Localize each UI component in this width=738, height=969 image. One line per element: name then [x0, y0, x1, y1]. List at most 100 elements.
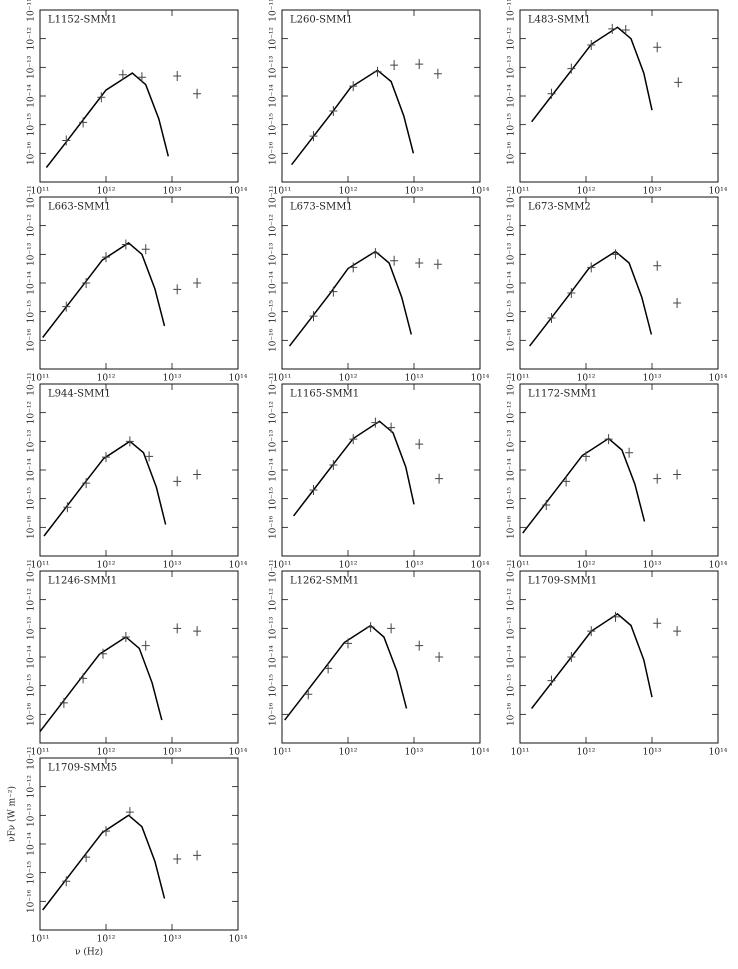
x-tick-label: 10¹¹ [31, 935, 50, 945]
data-point [582, 451, 590, 462]
x-tick-label: 10¹¹ [273, 561, 292, 571]
x-tick-label: 10¹¹ [31, 748, 50, 758]
x-tick-label: 10¹⁴ [229, 748, 248, 758]
x-tick-label: 10¹³ [643, 561, 662, 571]
x-tick-label: 10¹² [97, 748, 116, 758]
y-tick-label: 10⁻¹⁴ [269, 271, 279, 295]
plot-frame [519, 383, 719, 557]
panel-title: L673-SMM2 [528, 202, 591, 213]
data-point [121, 239, 130, 250]
x-tick-label: 10¹² [339, 748, 358, 758]
x-tick-label: 10¹² [97, 561, 116, 571]
y-tick-label: 10⁻¹¹ [507, 559, 517, 582]
y-tick-label: 10⁻¹² [27, 588, 37, 612]
x-tick-label: 10¹¹ [31, 187, 50, 197]
data-point [102, 252, 110, 263]
data-point [371, 248, 380, 259]
data-point [309, 131, 318, 142]
y-tick-label: 10⁻¹¹ [269, 185, 279, 208]
data-point [608, 23, 617, 34]
data-point [324, 663, 333, 674]
x-tick-label: 10¹³ [405, 561, 424, 571]
data-point [329, 105, 338, 116]
model-curve [531, 612, 653, 709]
y-tick-label: 10⁻¹² [27, 775, 37, 799]
data-point [145, 451, 154, 462]
data-point [59, 697, 68, 708]
y-tick-label: 10⁻¹³ [27, 429, 37, 453]
data-point [433, 68, 442, 79]
y-tick-label: 10⁻¹² [269, 27, 279, 51]
panel-title: L1246-SMM1 [48, 576, 117, 587]
x-tick-label: 10¹³ [405, 187, 424, 197]
y-tick-label: 10⁻¹⁶ [27, 702, 37, 726]
model-curve [288, 250, 413, 347]
data-point [673, 469, 682, 480]
x-tick-label: 10¹⁴ [229, 561, 248, 571]
x-tick-label: 10¹³ [643, 187, 662, 197]
x-tick-label: 10¹¹ [273, 374, 292, 384]
data-point [587, 626, 596, 637]
y-tick-label: 10⁻¹² [269, 214, 279, 238]
y-tick-label: 10⁻¹² [269, 588, 279, 612]
data-point [415, 640, 424, 651]
data-point [611, 611, 620, 622]
y-tick-label: 10⁻¹⁶ [269, 141, 279, 165]
panel-title: L1152-SMM1 [48, 15, 117, 26]
x-tick-label: 10¹² [339, 561, 358, 571]
y-tick-label: 10⁻¹³ [507, 242, 517, 266]
data-point [567, 63, 576, 74]
model-curve [531, 26, 653, 123]
y-tick-label: 10⁻¹⁴ [507, 458, 517, 482]
data-point [542, 500, 551, 511]
data-point [373, 66, 382, 77]
data-point [173, 476, 182, 487]
y-tick-label: 10⁻¹¹ [27, 372, 37, 395]
x-tick-label: 10¹² [339, 187, 358, 197]
data-point [82, 278, 91, 288]
data-point [653, 473, 662, 484]
y-tick-label: 10⁻¹³ [269, 616, 279, 640]
x-tick-label: 10¹¹ [511, 748, 530, 758]
y-tick-label: 10⁻¹¹ [27, 746, 37, 769]
y-tick-label: 10⁻¹⁶ [269, 328, 279, 352]
data-point [415, 59, 424, 70]
model-curve [284, 624, 408, 721]
data-point [62, 301, 71, 312]
data-point [102, 826, 110, 837]
data-point [173, 623, 182, 634]
data-point [118, 69, 127, 80]
y-tick-label: 10⁻¹⁶ [27, 141, 37, 165]
y-tick-label: 10⁻¹⁵ [27, 300, 37, 324]
x-tick-label: 10¹¹ [511, 374, 530, 384]
data-point [387, 623, 396, 634]
y-tick-label: 10⁻¹³ [27, 803, 37, 827]
data-point [82, 852, 91, 863]
data-point [82, 478, 91, 489]
data-point [173, 284, 182, 295]
y-tick-label: 10⁻¹³ [269, 242, 279, 266]
x-tick-label: 10¹¹ [511, 187, 530, 197]
data-point [547, 88, 556, 99]
y-tick-label: 10⁻¹⁴ [27, 832, 37, 856]
y-tick-label: 10⁻¹⁴ [269, 84, 279, 108]
y-tick-label: 10⁻¹⁴ [27, 84, 37, 108]
data-point [435, 473, 444, 484]
x-tick-label: 10¹⁴ [229, 187, 248, 197]
x-tick-label: 10¹⁴ [709, 748, 728, 758]
x-tick-label: 10¹⁴ [709, 374, 728, 384]
y-tick-label: 10⁻¹⁴ [269, 458, 279, 482]
data-point [121, 631, 130, 642]
data-point [344, 638, 352, 649]
y-tick-label: 10⁻¹¹ [507, 372, 517, 395]
panel-title: L944-SMM1 [48, 389, 111, 400]
x-tick-label: 10¹³ [163, 187, 182, 197]
data-point [193, 626, 202, 637]
y-tick-label: 10⁻¹⁴ [507, 84, 517, 108]
data-point [653, 618, 662, 629]
y-tick-label: 10⁻¹⁵ [507, 113, 517, 137]
y-tick-label: 10⁻¹⁴ [27, 645, 37, 669]
y-tick-label: 10⁻¹¹ [27, 0, 37, 22]
model-curve [293, 420, 415, 517]
